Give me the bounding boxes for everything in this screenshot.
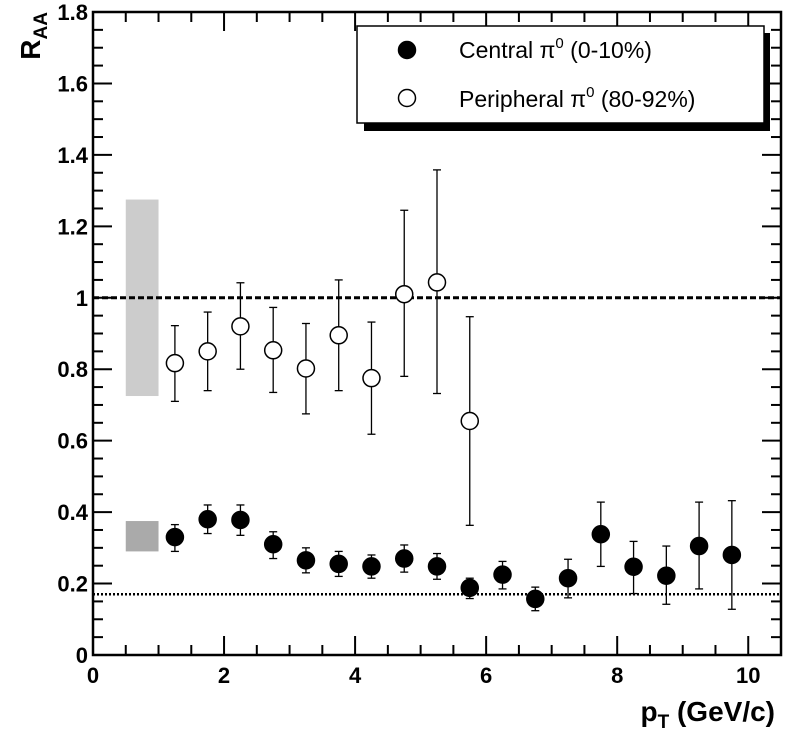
legend-marker-central xyxy=(397,40,417,60)
y-tick-label: 1.4 xyxy=(57,143,88,168)
x-tick-label: 0 xyxy=(87,663,99,688)
legend-box xyxy=(356,25,765,124)
data-point-central xyxy=(362,557,381,576)
data-point-peripheral xyxy=(198,342,217,361)
y-tick-label: 1.6 xyxy=(57,71,88,96)
error-bar-layer xyxy=(170,169,736,612)
data-point-central xyxy=(198,510,217,529)
x-tick-label: 6 xyxy=(480,663,492,688)
data-point-central xyxy=(558,568,578,588)
x-axis-title-main: p xyxy=(640,696,657,727)
data-point-central xyxy=(689,536,709,556)
data-point-central xyxy=(263,535,283,554)
data-point-central xyxy=(657,566,676,585)
x-tick-label: 8 xyxy=(611,663,623,688)
data-point-peripheral xyxy=(263,341,283,360)
data-point-peripheral xyxy=(460,411,480,431)
data-point-peripheral xyxy=(165,353,185,373)
data-point-central xyxy=(624,557,643,577)
x-tick-label: 2 xyxy=(218,663,230,688)
data-point-central xyxy=(722,545,742,565)
y-axis-title: RAA xyxy=(15,12,52,60)
legend-marker-peripheral xyxy=(397,88,417,108)
legend-label-central: Central π0 (0-10%) xyxy=(459,35,652,63)
y-tick-label: 1.2 xyxy=(57,214,88,239)
data-point-central xyxy=(427,557,447,576)
legend: Central π0 (0-10%) Peripheral π0 (80-92%… xyxy=(356,25,770,131)
data-point-central xyxy=(165,527,185,547)
data-point-peripheral xyxy=(427,273,447,292)
y-tick-label: 0.4 xyxy=(57,500,88,525)
x-axis-title-sub: T xyxy=(658,712,670,729)
data-point-central xyxy=(591,525,611,544)
x-axis-title: pT (GeV/c) xyxy=(640,696,775,729)
y-tick-label: 1.8 xyxy=(57,0,88,25)
y-tick-label: 0.2 xyxy=(57,572,88,597)
data-point-central xyxy=(296,551,316,570)
data-point-central xyxy=(460,578,480,598)
x-tick-label: 4 xyxy=(349,663,362,688)
data-point-peripheral xyxy=(231,317,250,336)
data-point-central xyxy=(493,565,512,584)
marker-layer xyxy=(165,273,742,609)
data-point-peripheral xyxy=(394,284,414,304)
y-tick-label: 0.8 xyxy=(57,357,88,382)
y-tick-label: 0 xyxy=(76,643,88,668)
uncertainty-box-central-normalization xyxy=(125,521,159,552)
data-point-peripheral xyxy=(296,359,316,378)
tick-label-layer: 0 2 4 6 8 10 0 0.2 0.4 0.6 0.8 1 1.2 1.4 1.6 1.8 xyxy=(57,0,760,688)
data-point-peripheral xyxy=(362,368,381,388)
y-tick-label: 0.6 xyxy=(57,429,88,454)
legend-label-peripheral: Peripheral π0 (80-92%) xyxy=(459,84,695,112)
y-tick-label: 1 xyxy=(76,286,88,311)
x-axis-title-rest: (GeV/c) xyxy=(669,696,775,727)
data-point-central xyxy=(329,554,348,574)
data-point-central xyxy=(231,510,250,530)
data-point-central xyxy=(526,589,545,609)
data-point-central xyxy=(394,549,414,568)
y-axis-title-main: R xyxy=(15,39,46,59)
y-axis-title-sub: AA xyxy=(31,12,52,40)
data-point-peripheral xyxy=(329,326,348,345)
uncertainty-box-layer xyxy=(125,199,159,552)
x-tick-label: 10 xyxy=(736,663,760,688)
